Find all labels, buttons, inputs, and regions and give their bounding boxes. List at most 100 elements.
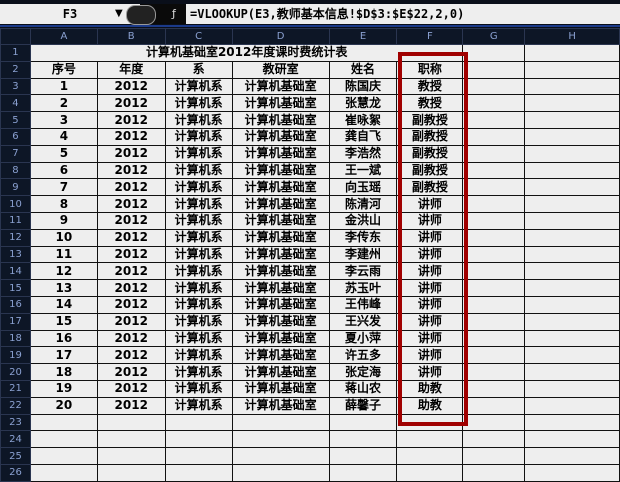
- cell[interactable]: 13: [29, 279, 98, 297]
- cell[interactable]: 计算机基础室: [231, 295, 330, 314]
- cell[interactable]: [462, 60, 526, 79]
- cell[interactable]: [524, 161, 620, 180]
- row-header[interactable]: 25: [0, 447, 31, 465]
- cell[interactable]: 助教: [396, 379, 464, 398]
- cell[interactable]: 副教授: [396, 111, 464, 129]
- cell[interactable]: [524, 447, 620, 465]
- cell[interactable]: 讲师: [396, 195, 464, 213]
- cell[interactable]: [96, 463, 166, 482]
- column-header-G[interactable]: G: [462, 28, 526, 45]
- cell[interactable]: 计算机基础室: [231, 329, 330, 348]
- row-header[interactable]: 9: [0, 178, 31, 197]
- cell[interactable]: 计算机系: [164, 346, 233, 365]
- cell[interactable]: 11: [29, 245, 98, 264]
- cell[interactable]: 副教授: [396, 178, 464, 197]
- column-header-E[interactable]: E: [328, 28, 398, 45]
- cell[interactable]: 副教授: [396, 161, 464, 180]
- cell[interactable]: 3: [29, 111, 98, 129]
- cell[interactable]: [328, 430, 398, 449]
- cell[interactable]: 讲师: [396, 346, 464, 365]
- row-header[interactable]: 21: [0, 379, 31, 398]
- cell[interactable]: [29, 430, 98, 449]
- cell[interactable]: [524, 379, 620, 398]
- cell[interactable]: [96, 430, 166, 449]
- cell[interactable]: 计算机系: [164, 161, 233, 180]
- cell[interactable]: [524, 463, 620, 482]
- select-all-corner[interactable]: [0, 28, 31, 45]
- cell[interactable]: [462, 228, 526, 247]
- column-header-C[interactable]: C: [164, 28, 233, 45]
- column-header-D[interactable]: D: [231, 28, 330, 45]
- cell[interactable]: 金洪山: [328, 211, 398, 230]
- cell[interactable]: 讲师: [396, 279, 464, 297]
- cell[interactable]: 向玉瑶: [328, 178, 398, 197]
- row-header[interactable]: 17: [0, 312, 31, 331]
- cell[interactable]: 王伟峰: [328, 295, 398, 314]
- row-header[interactable]: 22: [0, 396, 31, 415]
- cell[interactable]: [29, 463, 98, 482]
- cell[interactable]: 6: [29, 161, 98, 180]
- cell[interactable]: [231, 430, 330, 449]
- cell[interactable]: 计算机基础室: [231, 178, 330, 197]
- cell[interactable]: 计算机基础室: [231, 312, 330, 331]
- cell[interactable]: [462, 413, 526, 432]
- cell[interactable]: 讲师: [396, 329, 464, 348]
- column-header-B[interactable]: B: [96, 28, 166, 45]
- cell[interactable]: [524, 413, 620, 432]
- cell[interactable]: 薛馨子: [328, 396, 398, 415]
- cell[interactable]: 李传东: [328, 228, 398, 247]
- row-header[interactable]: 4: [0, 94, 31, 113]
- column-label[interactable]: 教研室: [231, 60, 330, 79]
- cell[interactable]: 2012: [96, 228, 166, 247]
- cell[interactable]: 计算机基础室: [231, 127, 330, 146]
- cell[interactable]: 副教授: [396, 144, 464, 163]
- cell[interactable]: 李建州: [328, 245, 398, 264]
- cell[interactable]: [524, 430, 620, 449]
- cell[interactable]: 5: [29, 144, 98, 163]
- cell[interactable]: 教授: [396, 77, 464, 96]
- cell[interactable]: [462, 430, 526, 449]
- cell[interactable]: [524, 127, 620, 146]
- cell[interactable]: [396, 463, 464, 482]
- cell[interactable]: 4: [29, 127, 98, 146]
- cell[interactable]: 计算机系: [164, 396, 233, 415]
- cell[interactable]: 计算机基础室: [231, 161, 330, 180]
- cell[interactable]: 夏小萍: [328, 329, 398, 348]
- cell[interactable]: 2012: [96, 279, 166, 297]
- cell[interactable]: 李浩然: [328, 144, 398, 163]
- cell[interactable]: 讲师: [396, 363, 464, 381]
- cell[interactable]: 崔咏絮: [328, 111, 398, 129]
- cell[interactable]: 计算机系: [164, 228, 233, 247]
- cell[interactable]: 2012: [96, 211, 166, 230]
- cell[interactable]: 计算机基础室: [231, 144, 330, 163]
- cell[interactable]: [328, 463, 398, 482]
- cell[interactable]: 计算机基础室: [231, 379, 330, 398]
- cell[interactable]: 20: [29, 396, 98, 415]
- cell[interactable]: 计算机系: [164, 363, 233, 381]
- cell[interactable]: 计算机基础室: [231, 211, 330, 230]
- cell[interactable]: 2012: [96, 161, 166, 180]
- cell[interactable]: 1: [29, 77, 98, 96]
- cell[interactable]: [328, 447, 398, 465]
- cell[interactable]: 王一斌: [328, 161, 398, 180]
- cell[interactable]: [164, 413, 233, 432]
- cell[interactable]: 2012: [96, 329, 166, 348]
- cell[interactable]: 计算机系: [164, 211, 233, 230]
- row-header[interactable]: 19: [0, 346, 31, 365]
- cell[interactable]: [524, 245, 620, 264]
- cell[interactable]: [462, 396, 526, 415]
- cell[interactable]: 许五多: [328, 346, 398, 365]
- cell[interactable]: 讲师: [396, 312, 464, 331]
- cell[interactable]: 2012: [96, 295, 166, 314]
- row-header[interactable]: 16: [0, 295, 31, 314]
- cell[interactable]: 王兴发: [328, 312, 398, 331]
- cell[interactable]: 计算机系: [164, 111, 233, 129]
- cell[interactable]: 15: [29, 312, 98, 331]
- chevron-down-icon[interactable]: ▼: [115, 8, 123, 19]
- cell[interactable]: [462, 161, 526, 180]
- cell[interactable]: 计算机系: [164, 262, 233, 281]
- cell[interactable]: 计算机基础室: [231, 195, 330, 213]
- cell[interactable]: [524, 111, 620, 129]
- cell[interactable]: 12: [29, 262, 98, 281]
- cell[interactable]: [231, 413, 330, 432]
